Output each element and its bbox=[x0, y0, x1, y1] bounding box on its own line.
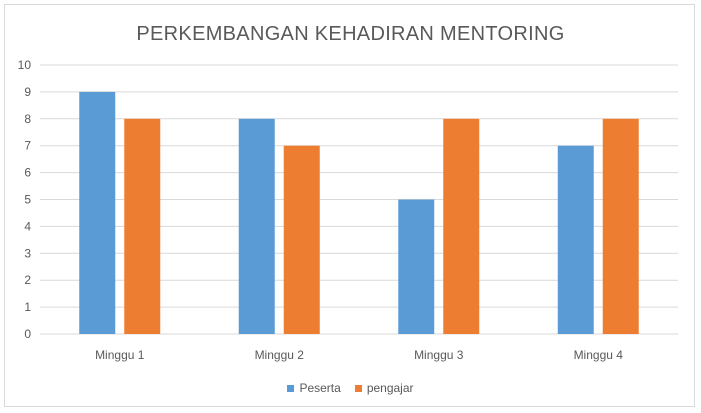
bar-pengajar-3 bbox=[443, 118, 480, 334]
bar-peserta-3 bbox=[398, 199, 435, 334]
legend-swatch-peserta bbox=[287, 384, 295, 392]
x-tick-label: Minggu 3 bbox=[414, 348, 464, 362]
bar-pengajar-2 bbox=[283, 145, 320, 334]
y-tick-label: 3 bbox=[24, 246, 31, 260]
y-tick-label: 2 bbox=[24, 273, 31, 287]
y-tick-label: 6 bbox=[24, 166, 31, 180]
chart-title: PERKEMBANGAN KEHADIRAN MENTORING bbox=[136, 23, 565, 45]
legend-label-peserta: Peserta bbox=[299, 381, 341, 395]
legend-item-peserta: Peserta bbox=[287, 381, 341, 395]
y-tick-label: 4 bbox=[24, 219, 31, 233]
y-tick-label: 7 bbox=[24, 139, 31, 153]
y-tick-label: 0 bbox=[24, 327, 31, 341]
bar-pengajar-1 bbox=[124, 118, 161, 334]
y-tick-label: 9 bbox=[24, 85, 31, 99]
chart-area: PERKEMBANGAN KEHADIRAN MENTORING 0 1 2 3 4 5 6… bbox=[4, 4, 695, 407]
bar-chart: 0 1 2 3 4 5 6 7 8 9 10 Minggu 1 Minggu 2 Minggu 3 Ming… bbox=[18, 58, 678, 362]
x-tick-label: Minggu 1 bbox=[95, 348, 145, 362]
legend-item-pengajar: pengajar bbox=[354, 381, 414, 395]
y-tick-label: 10 bbox=[18, 58, 32, 72]
bar-peserta-4 bbox=[557, 145, 594, 334]
legend: Peserta pengajar bbox=[5, 381, 696, 395]
y-tick-label: 5 bbox=[24, 193, 31, 207]
legend-label-pengajar: pengajar bbox=[366, 381, 414, 395]
y-tick-label: 8 bbox=[24, 112, 31, 126]
x-tick-label: Minggu 2 bbox=[255, 348, 305, 362]
legend-swatch-pengajar bbox=[354, 384, 362, 392]
bar-peserta-2 bbox=[238, 118, 275, 334]
bar-peserta-1 bbox=[79, 91, 116, 335]
y-tick-label: 1 bbox=[24, 300, 31, 314]
x-tick-label: Minggu 4 bbox=[574, 348, 624, 362]
bar-pengajar-4 bbox=[602, 118, 639, 334]
